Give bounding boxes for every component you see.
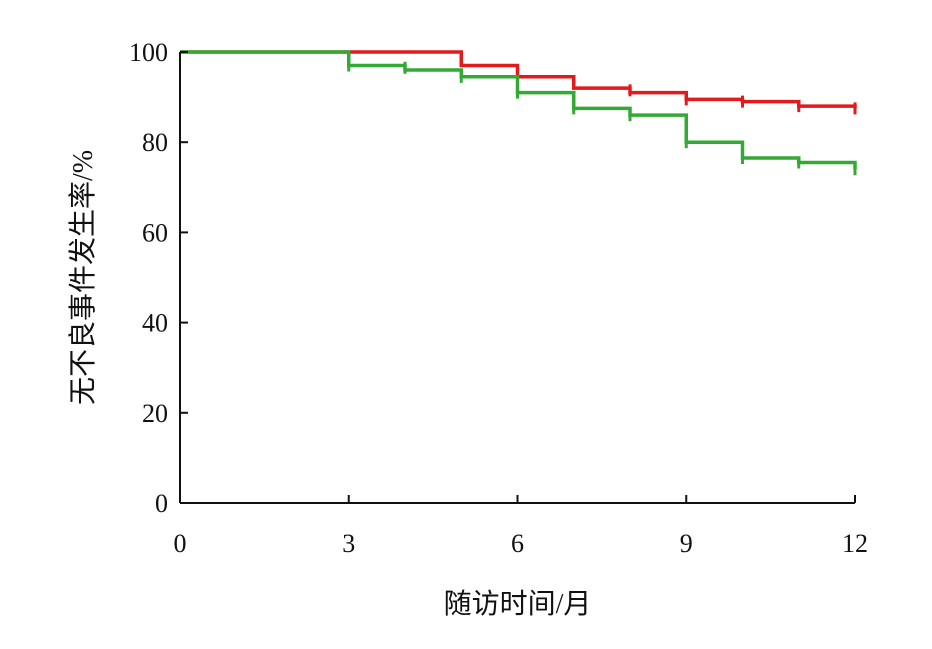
- x-tick-label: 12: [842, 529, 868, 558]
- x-tick-label: 0: [174, 529, 187, 558]
- x-tick-label: 9: [680, 529, 693, 558]
- plot-area: [180, 50, 857, 176]
- y-tick-label: 0: [155, 489, 168, 518]
- series-0: [180, 50, 857, 115]
- y-tick-label: 20: [142, 399, 168, 428]
- x-tick-label: 6: [511, 529, 524, 558]
- x-ticks: 0 3 6 9 12: [174, 495, 868, 558]
- y-ticks: 0 20 40 60 80 100: [129, 38, 188, 518]
- axes: 0 3 6 9 12 0 20 40 60 80 100: [129, 38, 868, 558]
- y-tick-label: 80: [142, 128, 168, 157]
- x-tick-label: 3: [342, 529, 355, 558]
- y-tick-label: 40: [142, 309, 168, 338]
- y-axis-title: 无不良事件发生率/%: [67, 150, 99, 405]
- x-axis-title: 随访时间/月: [444, 588, 592, 620]
- series-1: [180, 50, 857, 176]
- y-tick-label: 60: [142, 218, 168, 247]
- y-tick-label: 100: [129, 38, 168, 67]
